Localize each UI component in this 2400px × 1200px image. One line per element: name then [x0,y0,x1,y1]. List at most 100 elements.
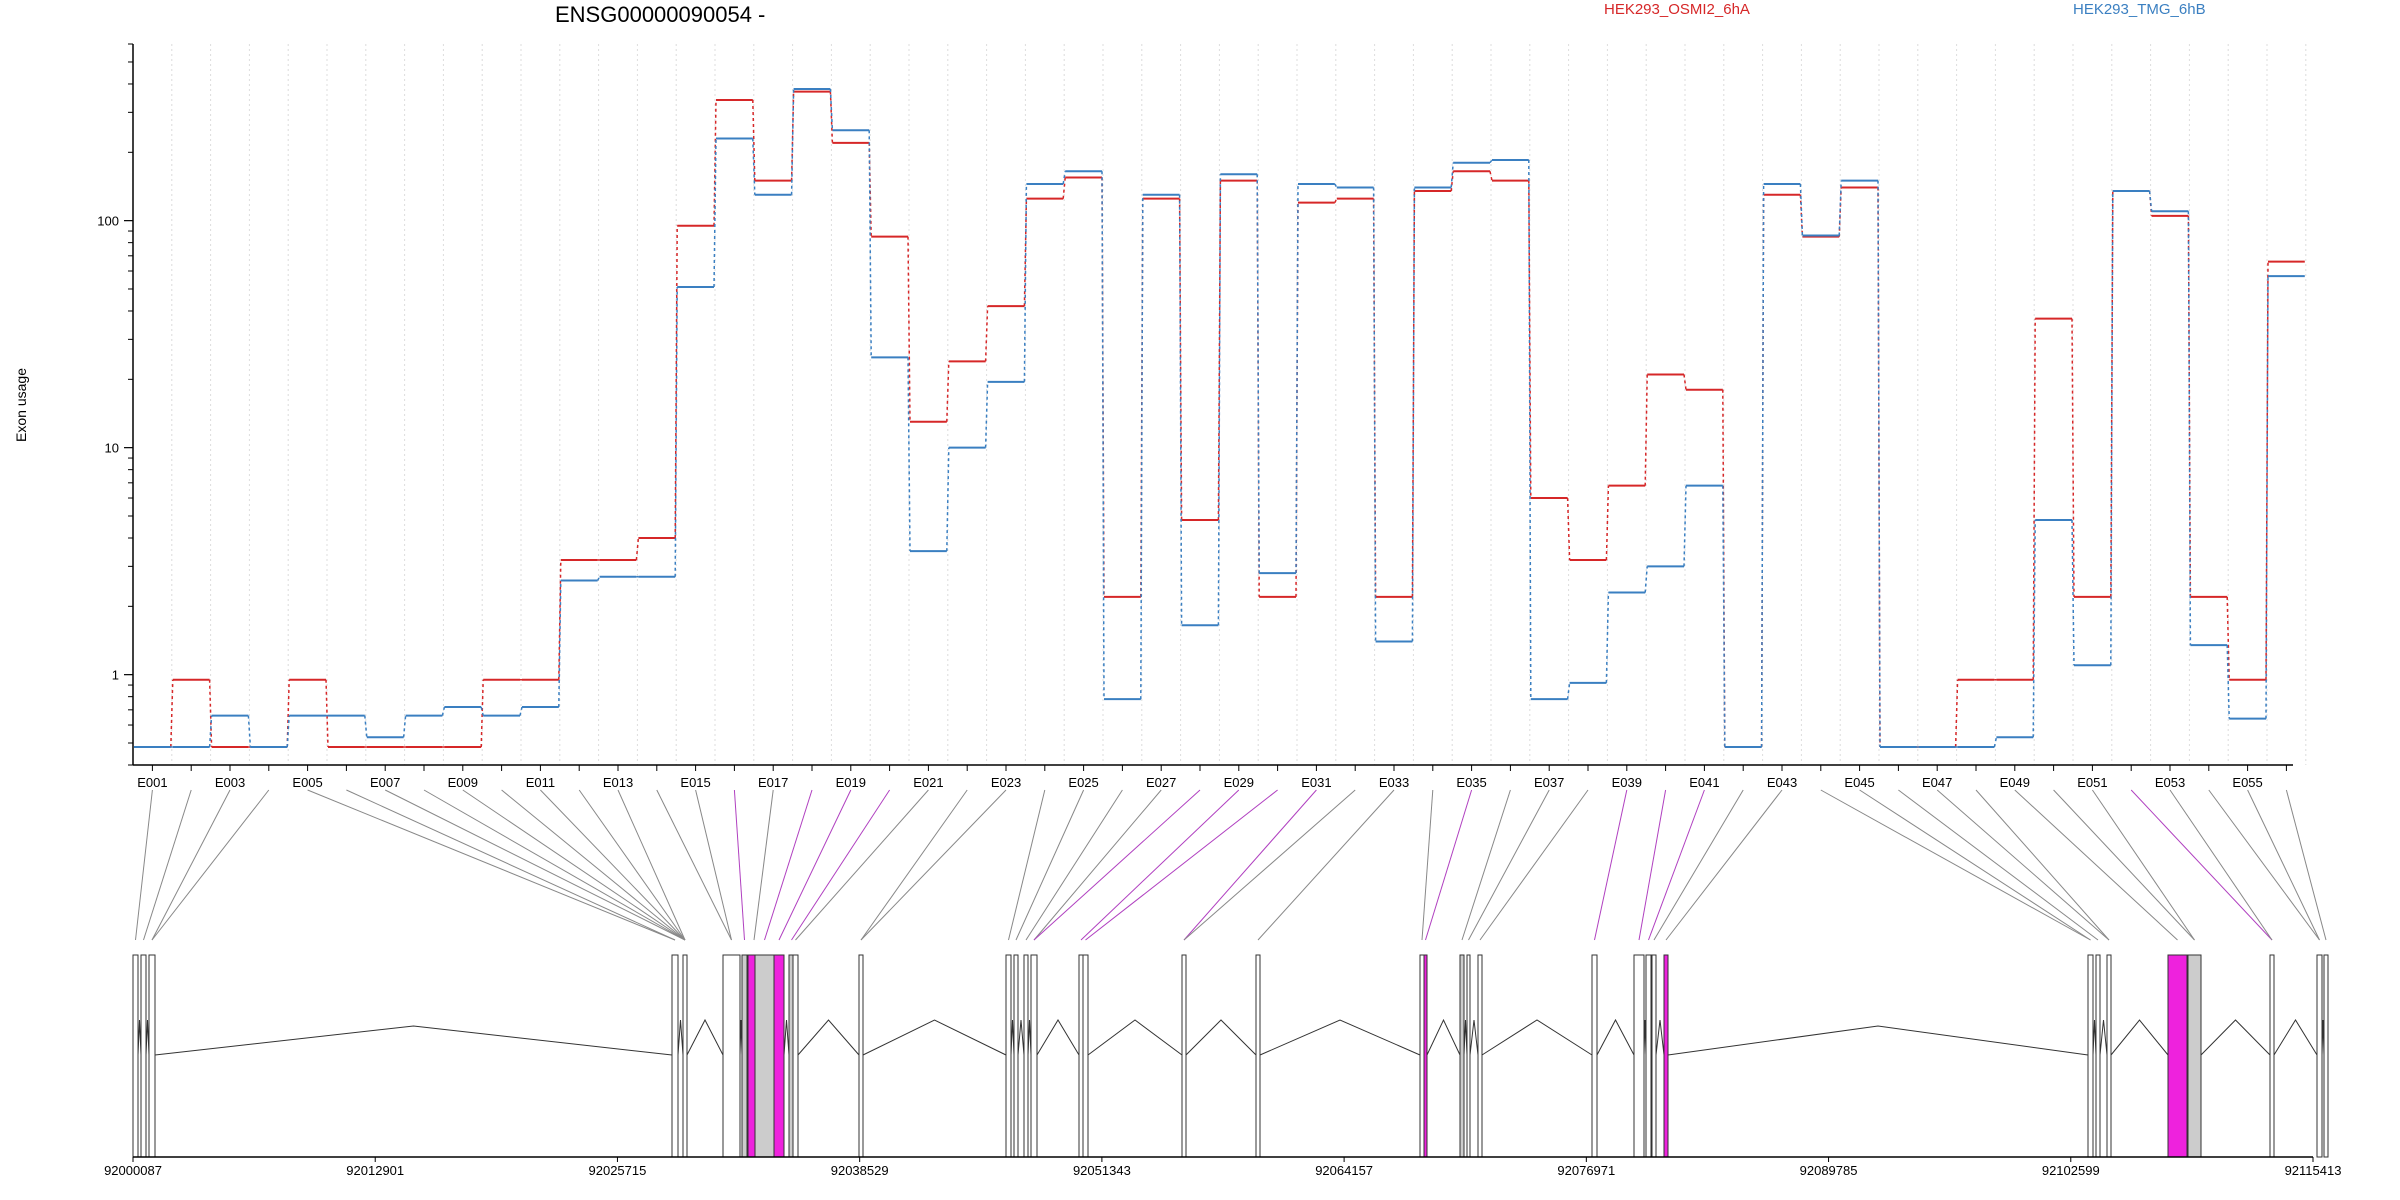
series-connector [208,715,213,748]
exon-connector [2169,789,2273,941]
exon-box [1082,954,1089,1158]
exon-box [773,954,785,1158]
exon-connector [1425,789,1473,941]
intron-line [1087,1019,1183,1056]
exon-box [671,954,679,1158]
exon-connector [2285,789,2327,941]
exon-connector [617,789,686,941]
exon-connector [1975,789,2110,941]
genomic-tick-label: 92012901 [346,1163,404,1178]
intron-line [783,1019,790,1056]
intron-line [2200,1019,2271,1056]
legend-series-1: HEK293_OSMI2_6hA [1604,1,1750,18]
series-connector [1334,183,1338,188]
exon-connector [778,789,852,941]
series-connector [1528,180,1532,499]
x-tick-label: E013 [603,775,633,790]
series-connector [2226,596,2230,680]
x-tick-label: E055 [2232,775,2262,790]
x-tick-label: E011 [526,775,555,790]
series-connector [1372,187,1377,642]
series-connector [1334,198,1338,204]
legend-series-2: HEK293_TMG_6hB [2073,1,2206,18]
exon-connector [1025,789,1123,941]
series-connector [325,679,329,748]
series-connector [1644,374,1648,486]
x-tick-label: E053 [2155,775,2185,790]
exon-box [2167,954,2188,1158]
series-connector [441,706,446,716]
exon-box [1078,954,1084,1158]
exon-connector [1033,789,1162,941]
exon-connector [1638,789,1667,941]
genomic-tick-label: 92064157 [1315,1163,1373,1178]
series-connector [1256,174,1260,574]
exon-connector [2208,789,2320,941]
x-tick-label: E009 [448,775,478,790]
series-connector [1489,171,1493,181]
intron-line [862,1019,1007,1056]
exon-connector [1468,789,1550,941]
series-connector [480,706,484,716]
exon-box [1423,954,1428,1158]
exon-connector [151,789,231,941]
exon-box [1181,954,1187,1158]
exon-box [148,954,156,1158]
exon-box [1591,954,1598,1158]
series-connector [2265,276,2269,719]
series-connector [907,357,911,552]
exon-box [1651,954,1657,1158]
exon-connector [1648,789,1705,941]
genomic-tick-label: 92102599 [2042,1163,2100,1178]
exon-box [741,954,748,1158]
x-tick-label: E033 [1379,775,1409,790]
series-connector [1566,497,1571,561]
exon-box [132,954,139,1158]
exon-connector [1015,789,1085,941]
intron-line [1469,1019,1479,1056]
exon-connector [1421,789,1434,941]
exon-connector [2091,789,2195,941]
exon-connector [860,789,1007,941]
exon-connector [1936,789,2110,941]
exon-connector [695,789,732,941]
series-connector [364,715,368,738]
exon-connector [733,789,745,941]
exon-box [2187,954,2202,1158]
exon-box [792,954,799,1158]
exon-connector [135,789,153,941]
y-tick-label: 10 [105,441,119,456]
exon-connector [462,789,686,941]
series-connector [1722,485,1726,748]
exon-connector [764,789,813,941]
exon-connector [1085,789,1278,941]
exon-box [722,954,741,1158]
intron-line [1017,1019,1025,1056]
series-connector [1954,679,1959,748]
exon-connector [423,789,686,941]
series-connector [868,130,872,358]
exon-connector [151,789,270,941]
exon-connector [307,789,676,941]
exon-connector [1859,789,2091,941]
exon-box [1005,954,1012,1158]
exon-box [1459,954,1465,1158]
series-connector [1877,180,1881,748]
x-tick-label: E019 [836,775,866,790]
exon-box [682,954,688,1158]
series-connector [1411,187,1416,642]
exon-connector [656,789,732,941]
series-connector [519,706,523,716]
series-connector [2187,211,2192,646]
series-connector [1838,180,1842,236]
exon-connector [791,789,891,941]
x-tick-label: E007 [370,775,400,790]
exon-connector [346,789,676,941]
exon-connector [1183,789,1317,941]
exon-box [1419,954,1425,1158]
series-connector [2110,191,2114,666]
series-connector [752,99,756,181]
axes: 1 10 100 E001 E003 E005 E007 E009 E011 E013 E015 E0… [97,43,2341,1178]
series-connector [1295,202,1299,597]
series-connector [713,99,717,226]
